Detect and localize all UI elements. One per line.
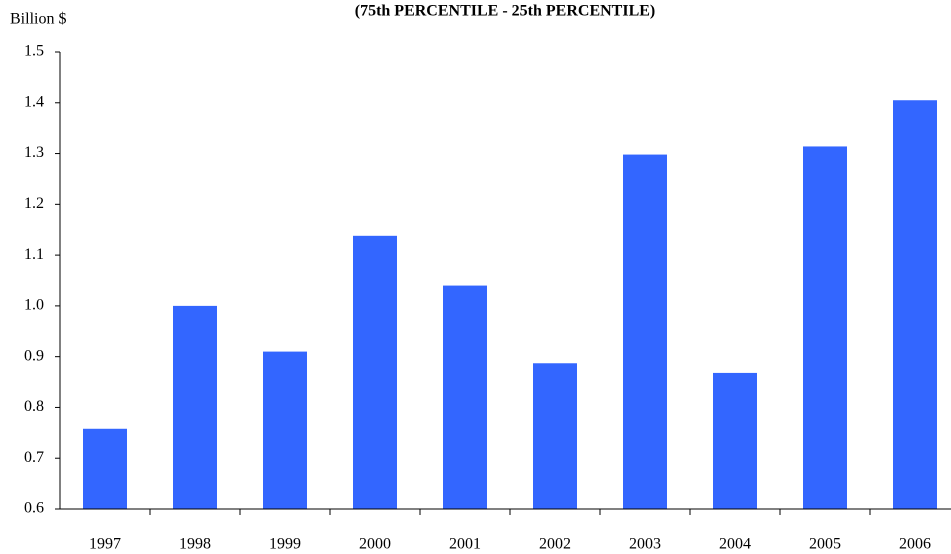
bar <box>173 305 217 509</box>
x-tick-label: 2006 <box>899 536 931 553</box>
x-tick-label: 1999 <box>269 536 301 553</box>
bar <box>623 154 667 509</box>
x-tick-label: 2001 <box>449 536 481 553</box>
x-tick-label: 2000 <box>359 536 391 553</box>
x-tick-label: 2005 <box>809 536 841 553</box>
bar <box>443 285 487 509</box>
bar <box>263 351 307 509</box>
bar <box>353 235 397 509</box>
y-tick-label: 1.1 <box>24 246 44 263</box>
y-tick-label: 1.3 <box>24 144 44 161</box>
x-tick-label: 1998 <box>179 536 211 553</box>
x-tick-label: 2002 <box>539 536 571 553</box>
y-tick-label: 0.6 <box>24 500 44 517</box>
y-axis-label: Billion $ <box>10 11 66 28</box>
y-tick-label: 1.5 <box>24 43 44 60</box>
y-tick-label: 1.2 <box>24 195 44 212</box>
y-tick-label: 0.9 <box>24 347 44 364</box>
x-tick-label: 1997 <box>89 536 121 553</box>
y-tick-label: 0.7 <box>24 449 44 466</box>
bar <box>533 363 577 509</box>
y-tick-label: 1.4 <box>24 93 44 110</box>
bar <box>83 428 127 509</box>
chart-title: (75th PERCENTILE - 25th PERCENTILE) <box>355 3 655 20</box>
bar <box>713 372 757 509</box>
y-tick-label: 1.0 <box>24 297 44 314</box>
bar <box>803 146 847 510</box>
x-tick-label: 2004 <box>719 536 751 553</box>
x-tick-label: 2003 <box>629 536 661 553</box>
bar <box>893 100 937 509</box>
y-tick-label: 0.8 <box>24 398 44 415</box>
